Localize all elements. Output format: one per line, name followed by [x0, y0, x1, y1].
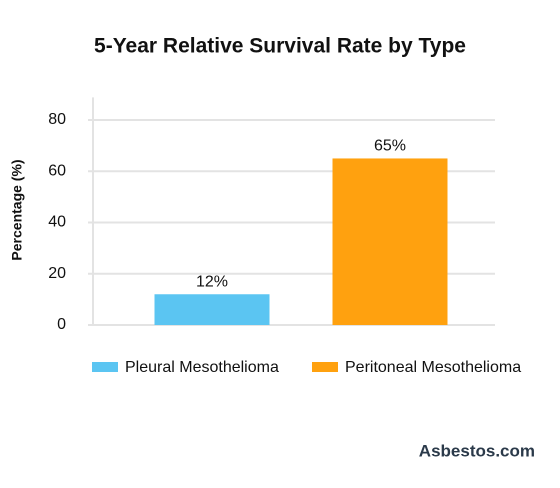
- bar: [154, 294, 270, 325]
- y-tick-label: 40: [48, 214, 66, 231]
- chart-title: 5-Year Relative Survival Rate by Type: [94, 35, 466, 58]
- y-tick-label: 80: [48, 111, 66, 128]
- y-axis-label: Percentage (%): [9, 159, 25, 260]
- bar: [332, 158, 448, 325]
- legend-swatch: [312, 362, 338, 372]
- watermark: Asbestos.com: [419, 441, 535, 460]
- y-tick-label: 20: [48, 265, 66, 282]
- data-label: 65%: [374, 138, 406, 155]
- legend-label: Peritoneal Mesothelioma: [345, 359, 521, 376]
- legend-label: Pleural Mesothelioma: [125, 359, 279, 376]
- y-tick-label: 60: [48, 162, 66, 179]
- y-tick-label: 0: [57, 316, 66, 333]
- legend-swatch: [92, 362, 118, 372]
- data-label: 12%: [196, 273, 228, 290]
